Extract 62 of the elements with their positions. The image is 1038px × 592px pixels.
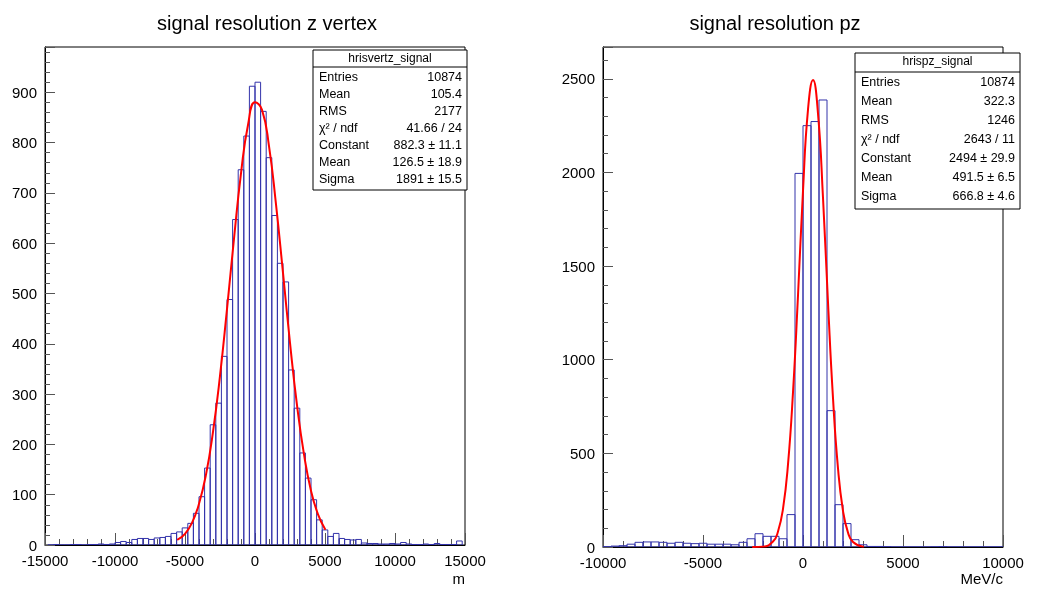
annotation: Constant [319,137,370,152]
annotation: hrispz_signal [902,54,973,68]
x-tick-label: 0 [250,552,260,569]
annotation: Entries [861,74,900,89]
annotation: χ² / ndf [319,120,359,135]
y-tick-label: 500 [569,444,595,462]
y-tick-label: 100 [11,486,37,504]
x-tick-label: 5000 [886,554,920,571]
annotation: 1246 [987,112,1016,127]
annotation: 491.5 ± 6.5 [952,169,1016,184]
annotation: Entries [319,69,358,84]
annotation: 105.4 [430,86,463,101]
annotation: 10874 [427,69,463,84]
annotation: Constant [861,150,912,165]
x-tick-label: -5000 [165,552,205,569]
annotation: RMS [319,103,347,118]
annotation: Mean [319,154,351,169]
x-tick-label: 10000 [982,554,1024,571]
annotation: 2494 ± 29.9 [949,150,1016,165]
y-tick-label: 2500 [561,70,595,88]
x-tick-label: -5000 [683,554,723,571]
annotation: Mean [319,86,351,101]
x-tick-label: -15000 [21,552,69,569]
annotation: Mean [861,169,893,184]
annotation: 1891 ± 15.5 [396,171,463,186]
y-tick-label: 400 [11,335,37,353]
annotation: RMS [861,112,889,127]
annotation: hrisvertz_signal [348,51,432,65]
y-tick-label: 600 [11,234,37,252]
annotation: 41.66 / 24 [406,120,463,135]
annotation: χ² / ndf [861,131,901,146]
chart-title: signal resolution pz [689,12,861,34]
annotation: Mean [861,93,893,108]
y-tick-label: 700 [11,184,37,202]
x-tick-label: 10000 [374,552,416,569]
annotation: 882.3 ± 11.1 [393,137,463,152]
x-tick-label: 0 [798,554,808,571]
annotation: Sigma [861,188,897,203]
y-tick-label: 200 [11,435,37,453]
x-axis-title: MeV/c [960,570,1004,587]
annotation: 2177 [434,103,463,118]
x-axis-title: m [452,570,465,587]
y-tick-label: 1500 [561,257,595,275]
annotation: 10874 [980,74,1016,89]
annotation: 126.5 ± 18.9 [392,154,463,169]
y-tick-label: 800 [11,134,37,152]
y-tick-label: 0 [28,536,37,554]
chart-title: signal resolution z vertex [156,12,378,34]
y-tick-label: 0 [586,538,595,556]
y-tick-label: 900 [11,83,37,101]
x-tick-label: -10000 [91,552,139,569]
annotation: 2643 / 11 [963,131,1016,146]
x-tick-label: 5000 [308,552,342,569]
y-tick-label: 2000 [561,163,595,181]
y-tick-label: 1000 [561,351,595,369]
annotation: 322.3 [983,93,1016,108]
x-tick-label: 15000 [444,552,486,569]
annotation: 666.8 ± 4.6 [952,188,1016,203]
annotation: Sigma [319,171,355,186]
x-tick-label: -10000 [579,554,627,571]
y-tick-label: 300 [11,385,37,403]
y-tick-label: 500 [11,284,37,302]
